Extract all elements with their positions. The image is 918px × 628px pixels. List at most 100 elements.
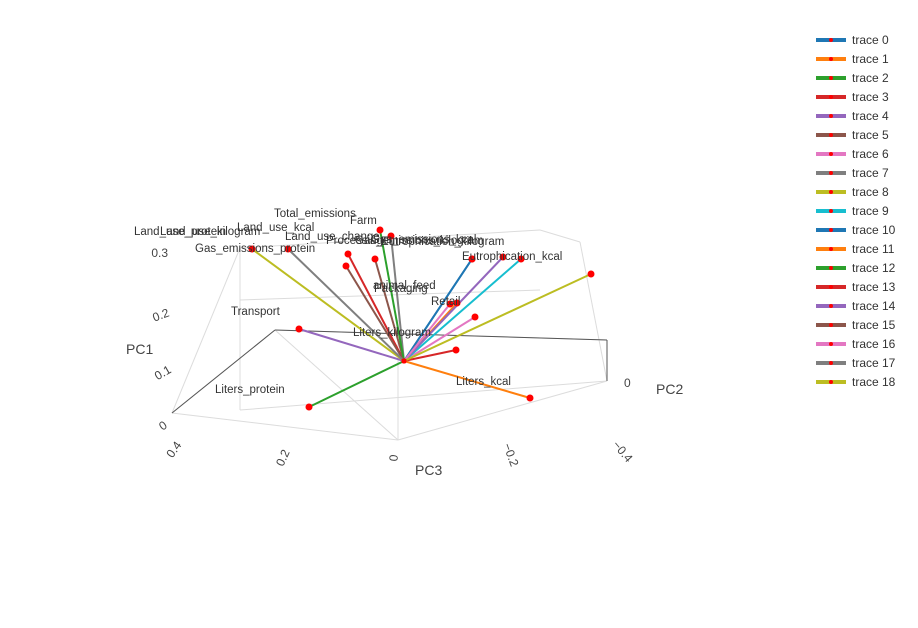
z-tick-label: 0 (156, 418, 170, 433)
trace-end-point[interactable] (587, 270, 595, 278)
legend-item[interactable]: trace 3 (816, 90, 889, 104)
legend-label: trace 2 (852, 71, 889, 85)
trace-origin-point (401, 358, 407, 364)
legend-label: trace 12 (852, 261, 896, 275)
legend-label: trace 8 (852, 185, 889, 199)
trace-end-point[interactable] (453, 299, 461, 307)
legend-swatch-dot (829, 380, 833, 384)
legend-item[interactable]: trace 8 (816, 185, 889, 199)
trace-end-point[interactable] (387, 232, 395, 240)
legend-swatch-dot (829, 228, 833, 232)
trace-end-point[interactable] (452, 346, 460, 354)
trace-end-point[interactable] (371, 255, 379, 263)
legend-item[interactable]: trace 11 (816, 242, 895, 256)
point-label: Gas_emissions_protein (195, 243, 315, 255)
trace-end-point[interactable] (468, 255, 476, 263)
legend-swatch-dot (829, 76, 833, 80)
point-label: Eutrophication_kcal (462, 251, 562, 263)
legend-item[interactable]: trace 12 (816, 261, 896, 275)
trace-line (403, 360, 531, 399)
legend-item[interactable]: trace 14 (816, 299, 896, 313)
z-tick-label: 0.2 (151, 306, 172, 325)
legend-swatch-dot (829, 95, 833, 99)
legend-item[interactable]: trace 0 (816, 33, 889, 47)
point-label: Farm (350, 215, 377, 227)
trace-end-point[interactable] (344, 250, 352, 258)
z-tick-label: 0.3 (151, 246, 168, 260)
trace-end-point[interactable] (342, 262, 350, 270)
legend-item[interactable]: trace 15 (816, 318, 896, 332)
legend-label: trace 4 (852, 109, 889, 123)
legend-item[interactable]: trace 17 (816, 356, 896, 370)
trace-line (403, 303, 451, 362)
legend-swatch-dot (829, 38, 833, 42)
x-axis-ticks: 0 (624, 376, 631, 390)
point-label: Transport (231, 306, 281, 318)
legend-item[interactable]: trace 18 (816, 375, 896, 389)
legend[interactable]: trace 0 trace 1 trace 2 trace 3 trace 4 trace… (816, 33, 896, 389)
trace-line (403, 258, 522, 362)
legend-swatch-dot (829, 361, 833, 365)
trace-end-point[interactable] (526, 394, 534, 402)
trace-end-point[interactable] (446, 300, 454, 308)
legend-swatch-dot (829, 323, 833, 327)
legend-swatch-dot (829, 114, 833, 118)
legend-item[interactable]: trace 5 (816, 128, 889, 142)
legend-label: trace 10 (852, 223, 896, 237)
point-label: Processing (326, 235, 383, 247)
trace-line (298, 328, 405, 362)
trace-end-point[interactable] (248, 245, 256, 253)
trace-end-point[interactable] (284, 245, 292, 253)
legend-item[interactable]: trace 16 (816, 337, 896, 351)
y-axis-ticks: 0.4 0.2 0 −0.2 −0.4 (163, 438, 635, 469)
legend-swatch-dot (829, 285, 833, 289)
legend-item[interactable]: trace 1 (816, 52, 889, 66)
y-tick-label: 0 (386, 454, 401, 462)
x-tick-label: 0 (624, 376, 631, 390)
trace-end-point[interactable] (517, 255, 525, 263)
legend-item[interactable]: trace 13 (816, 280, 896, 294)
legend-swatch-dot (829, 190, 833, 194)
trace-end-point[interactable] (471, 313, 479, 321)
legend-label: trace 0 (852, 33, 889, 47)
point-label: Liters_kcal (456, 376, 511, 388)
legend-swatch-dot (829, 152, 833, 156)
legend-item[interactable]: trace 6 (816, 147, 889, 161)
x-axis-title: PC2 (656, 381, 683, 397)
trace-labels: Land_use_change Liters_kcal Liters_protein… (134, 208, 562, 396)
point-label: Packaging (374, 283, 428, 295)
legend-label: trace 16 (852, 337, 896, 351)
legend-label: trace 6 (852, 147, 889, 161)
legend-swatch-dot (829, 266, 833, 270)
trace-line (403, 349, 457, 362)
point-label: Liters_kilogram (353, 327, 431, 339)
point-label: Retail (431, 296, 460, 308)
legend-swatch-dot (829, 304, 833, 308)
trace-line (347, 253, 405, 362)
legend-swatch-dot (829, 209, 833, 213)
trace-line (403, 258, 473, 362)
point-label: Land_use_change (285, 231, 380, 243)
legend-label: trace 17 (852, 356, 896, 370)
legend-item[interactable]: trace 2 (816, 71, 889, 85)
trace-line (390, 235, 405, 362)
legend-item[interactable]: trace 9 (816, 204, 889, 218)
trace-end-point[interactable] (295, 325, 303, 333)
point-label: Land_use_kilogram (160, 226, 260, 238)
scene-box-dark (171, 329, 608, 414)
legend-item[interactable]: trace 10 (816, 223, 896, 237)
legend-label: trace 18 (852, 375, 896, 389)
legend-label: trace 15 (852, 318, 896, 332)
point-label: Gas_emissions_kilogram (355, 235, 483, 247)
legend-label: trace 5 (852, 128, 889, 142)
legend-item[interactable]: trace 7 (816, 166, 889, 180)
legend-item[interactable]: trace 4 (816, 109, 889, 123)
trace-line (403, 273, 592, 362)
trace-end-point[interactable] (376, 226, 384, 234)
trace-end-point[interactable] (305, 403, 313, 411)
y-tick-label: 0.4 (163, 438, 184, 460)
trace-end-point[interactable] (499, 253, 507, 261)
trace-lines (251, 229, 592, 408)
legend-label: trace 1 (852, 52, 889, 66)
